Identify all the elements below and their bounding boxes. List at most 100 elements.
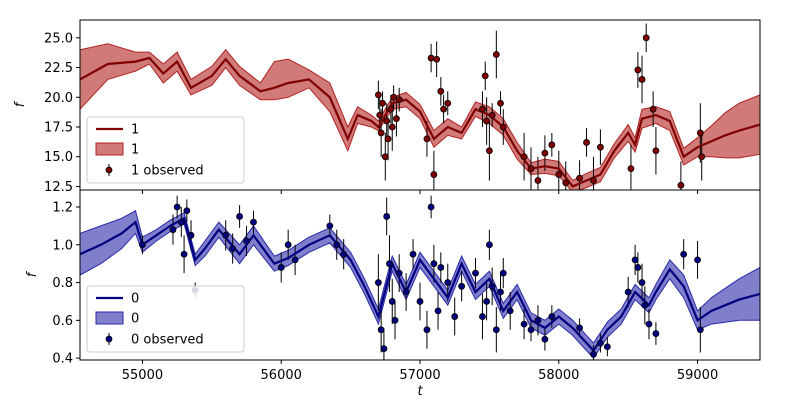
bottom-y-axis-label: f [25, 270, 40, 277]
point-top-33 [562, 179, 570, 187]
bottom-panel: 0.4 0.6 0.8 1.0 1.2 f 0 0 0 observed [25, 189, 761, 367]
point-top-7 [387, 105, 395, 113]
point-bottom-25 [391, 316, 399, 324]
point-top-27 [520, 153, 528, 161]
point-bottom-3 [177, 218, 185, 226]
bottom-legend: 0 0 0 observed [86, 285, 245, 353]
top-panel: 12.5 15.0 17.5 20.0 22.5 25.0 f 1 1 1 observed [13, 19, 761, 195]
legend-label-top-1: 1 [131, 143, 139, 158]
point-bottom-38 [472, 269, 479, 277]
point-top-20 [481, 72, 489, 80]
y-tick-label-top-0: 12.5 [44, 180, 73, 195]
point-bottom-43 [492, 326, 500, 334]
point-bottom-62 [652, 330, 660, 337]
point-top-30 [541, 149, 549, 157]
point-bottom-10 [236, 213, 243, 220]
point-top-1 [376, 111, 384, 119]
legend-band-swatch-top [95, 142, 124, 156]
x-tick-label-1: 56000 [261, 368, 302, 383]
x-tick-label-0: 55000 [122, 368, 163, 383]
band-top [80, 43, 760, 190]
point-bottom-49 [534, 316, 542, 324]
point-bottom-0 [139, 241, 146, 249]
x-tick-label-2: 57000 [399, 368, 440, 383]
point-bottom-55 [603, 343, 611, 351]
point-bottom-60 [641, 301, 649, 309]
point-top-31 [548, 141, 556, 149]
point-bottom-36 [451, 313, 459, 320]
point-top-34 [576, 174, 583, 182]
top-y-ticks: 12.5 15.0 17.5 20.0 22.5 25.0 [44, 31, 80, 195]
point-bottom-20 [377, 326, 385, 334]
point-bottom-16 [326, 222, 334, 230]
top-y-axis-label: f [13, 100, 28, 107]
point-bottom-44 [497, 288, 504, 296]
legend-label-bottom-2: 0 observed [131, 333, 204, 348]
x-tick-label-4: 59000 [677, 368, 718, 383]
x-ticks: 55000 56000 57000 58000 59000 [122, 190, 718, 383]
point-top-26 [499, 123, 507, 131]
point-top-44 [677, 181, 685, 189]
y-tick-label-bottom-0: 0.4 [52, 352, 73, 367]
point-bottom-30 [423, 326, 431, 334]
point-bottom-27 [402, 288, 410, 296]
point-top-40 [638, 76, 646, 83]
point-bottom-47 [520, 320, 528, 328]
y-tick-label-top-1: 15.0 [44, 150, 73, 165]
point-bottom-6 [187, 231, 195, 239]
point-top-0 [374, 91, 382, 99]
point-bottom-23 [386, 260, 393, 268]
mean-line-top [80, 56, 760, 188]
point-top-35 [583, 139, 590, 146]
y-tick-label-top-5: 25.0 [44, 31, 73, 46]
mean-line-bottom [80, 216, 760, 353]
y-tick-label-bottom-3: 1.0 [52, 238, 73, 253]
point-bottom-46 [506, 307, 514, 315]
point-top-22 [485, 147, 493, 155]
point-top-12 [423, 135, 431, 143]
legend-point-swatch-top [105, 166, 113, 174]
point-bottom-53 [590, 350, 597, 358]
point-bottom-5 [183, 207, 191, 215]
point-top-24 [492, 51, 500, 58]
point-bottom-59 [638, 279, 646, 286]
point-bottom-14 [284, 241, 292, 249]
point-bottom-61 [645, 320, 653, 328]
point-top-5 [383, 117, 391, 125]
point-bottom-12 [250, 218, 257, 226]
legend-label-bottom-1: 0 [131, 312, 139, 327]
point-bottom-39 [479, 313, 486, 320]
point-top-25 [497, 99, 504, 107]
point-bottom-52 [576, 324, 583, 332]
point-top-11 [395, 96, 403, 104]
point-bottom-13 [277, 264, 285, 271]
x-axis-label: t [417, 384, 423, 399]
point-top-41 [642, 34, 650, 42]
point-bottom-9 [229, 245, 237, 252]
legend-label-bottom-0: 0 [131, 292, 139, 307]
point-top-36 [590, 177, 597, 184]
bottom-y-ticks: 0.4 0.6 0.8 1.0 1.2 [52, 201, 80, 367]
y-tick-label-bottom-4: 1.2 [52, 201, 73, 216]
point-bottom-21 [380, 345, 388, 353]
point-top-15 [433, 55, 441, 63]
point-top-32 [555, 171, 563, 178]
point-bottom-37 [458, 282, 466, 290]
point-bottom-11 [243, 237, 250, 245]
point-bottom-26 [395, 269, 403, 277]
legend-frame-bottom [86, 285, 245, 353]
point-top-10 [393, 115, 400, 123]
legend-label-top-2: 1 observed [131, 164, 204, 179]
legend-frame-top [86, 116, 245, 184]
point-top-16 [437, 87, 445, 95]
point-bottom-15 [291, 256, 299, 264]
point-top-46 [698, 153, 706, 161]
point-top-14 [430, 171, 438, 178]
top-plot-area [80, 23, 760, 190]
bottom-plot-area [80, 195, 760, 360]
point-top-2 [377, 129, 385, 137]
y-tick-label-top-4: 22.5 [44, 61, 73, 76]
point-bottom-40 [483, 298, 491, 305]
point-top-28 [527, 165, 535, 173]
